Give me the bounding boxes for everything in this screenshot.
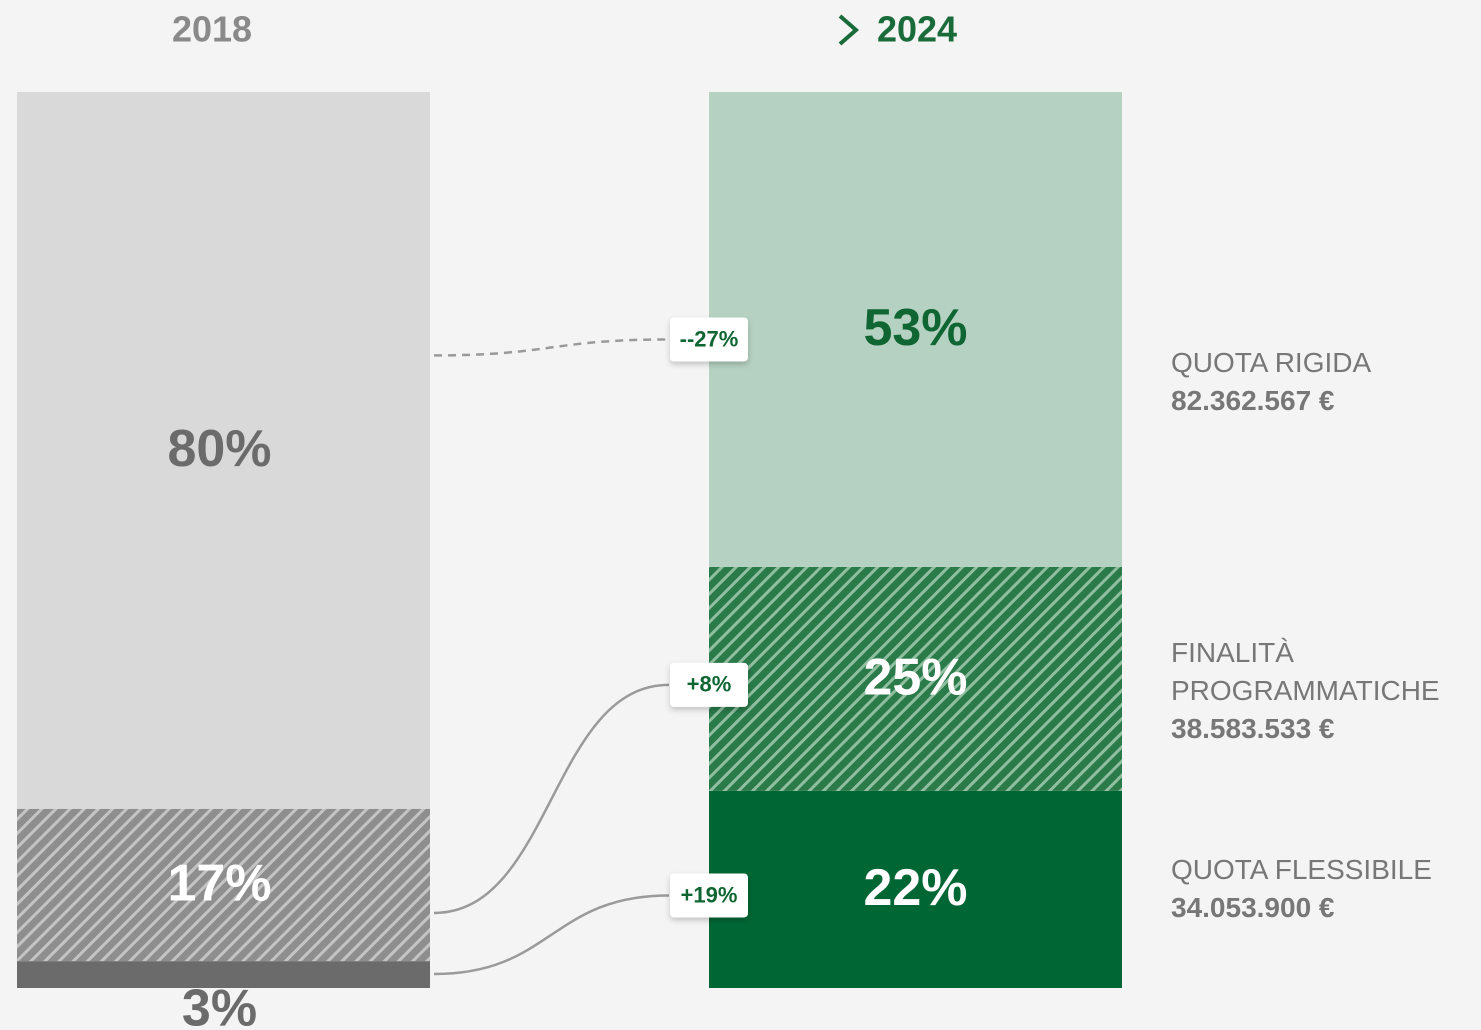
series-amount: 34.053.900 € <box>1171 892 1335 924</box>
series-amount: 82.362.567 € <box>1171 385 1335 416</box>
segment-label: 22% <box>863 859 967 917</box>
change-label: --27% <box>680 326 739 351</box>
connector <box>433 683 670 915</box>
bar-segment <box>709 566 1122 791</box>
arrow-head <box>838 14 860 46</box>
segment-label: 80% <box>167 420 271 478</box>
year-label: 2024 <box>877 9 957 50</box>
segment-label: 53% <box>863 299 967 357</box>
bar-segment <box>17 92 430 809</box>
series-label: QUOTA RIGIDA 82.362.567 € <box>1171 344 1481 420</box>
bar-segment <box>709 92 1122 567</box>
series-name: QUOTA FLESSIBILE <box>1171 854 1432 886</box>
change-badge <box>670 662 748 707</box>
change-badge <box>670 317 748 362</box>
series-label: FINALITÀ PROGRAMMATICHE 38.583.533 € <box>1171 634 1481 748</box>
segment-label: 3% <box>182 980 257 1030</box>
change-badge <box>670 873 748 918</box>
series-label: QUOTA FLESSIBILE 34.053.900 € <box>1171 851 1481 927</box>
series-amount: 38.583.533 € <box>1171 712 1335 744</box>
series-name: QUOTA RIGIDA <box>1171 347 1372 378</box>
connector <box>433 338 670 357</box>
segment-label: 17% <box>167 855 271 913</box>
change-label: +19% <box>681 882 738 907</box>
bar-segment <box>709 790 1122 988</box>
change-label: +8% <box>687 672 732 697</box>
segment-label: 25% <box>863 649 967 707</box>
year-label: 2018 <box>172 9 252 50</box>
series-name: FINALITÀ PROGRAMMATICHE <box>1171 636 1440 706</box>
connector <box>433 894 670 976</box>
bar-segment <box>17 961 430 988</box>
bar-segment <box>17 808 430 962</box>
